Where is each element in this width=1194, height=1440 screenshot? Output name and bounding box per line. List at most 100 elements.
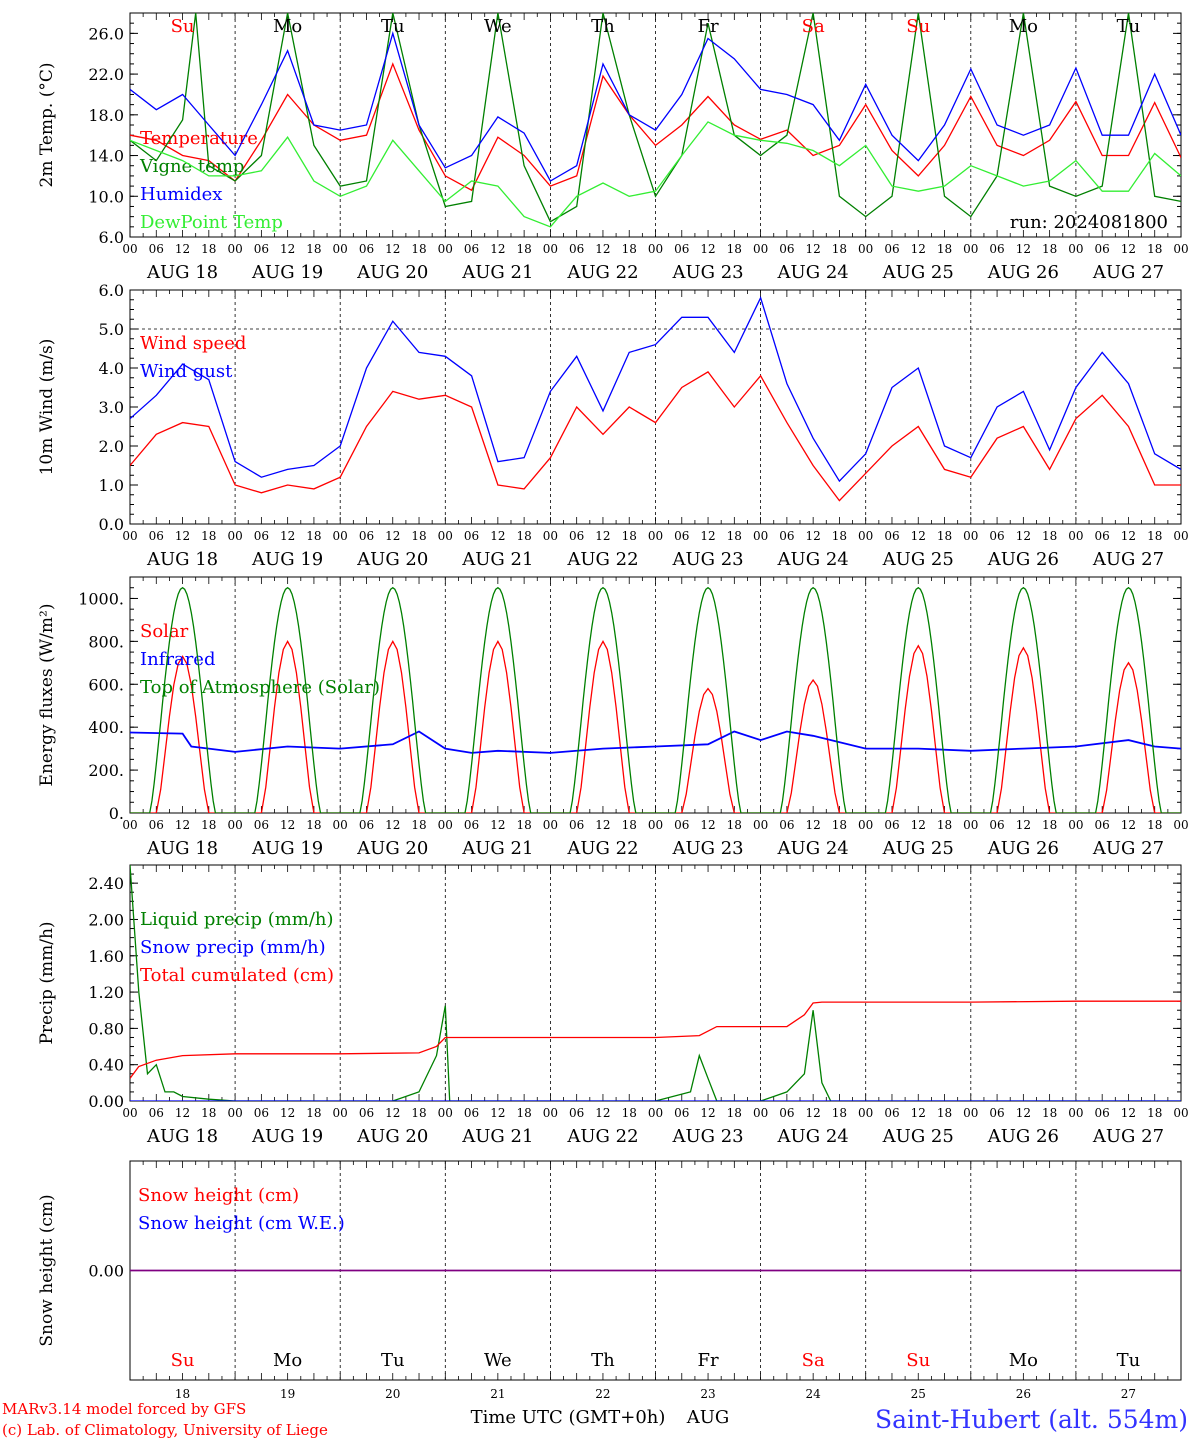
hour-tick-label: 12 <box>385 242 400 256</box>
hour-tick-label: 12 <box>175 529 190 543</box>
hour-tick-label: 00 <box>333 1106 348 1120</box>
month-label: AUG <box>686 1407 730 1428</box>
hour-tick-label: 18 <box>1147 818 1162 832</box>
date-label: AUG 23 <box>671 262 743 283</box>
hour-tick-label: 12 <box>1016 818 1031 832</box>
day-name-label: Th <box>591 16 615 37</box>
day-name-label: Fr <box>698 1350 719 1371</box>
hour-tick-label: 18 <box>411 1106 426 1120</box>
day-number-label: 27 <box>1121 1387 1136 1401</box>
y-tick-label: 1.0 <box>99 476 124 495</box>
hour-tick-label: 00 <box>858 1106 873 1120</box>
hour-tick-label: 00 <box>227 242 242 256</box>
temp-ylabel: 2m Temp. (°C) <box>37 62 57 187</box>
hour-tick-label: 12 <box>911 529 926 543</box>
legend-entry: Infrared <box>140 649 215 670</box>
hour-tick-label: 12 <box>911 242 926 256</box>
run-label: run: 2024081800 <box>1010 212 1168 233</box>
hour-tick-label: 06 <box>149 1106 164 1120</box>
day-name-label: Tu <box>381 1350 405 1371</box>
hour-tick-label: 06 <box>359 529 374 543</box>
hour-tick-label: 06 <box>1095 242 1110 256</box>
hour-tick-label: 18 <box>516 1106 531 1120</box>
temp-panel: 6.0 10.0 14.0 18.0 22.0 26.0 2m Temp. (°C) 00 06… <box>37 12 1189 283</box>
date-label: AUG 24 <box>777 1126 849 1147</box>
day-name-label: Mo <box>1009 16 1038 37</box>
hour-tick-label: 06 <box>254 242 269 256</box>
legend-entry: Wind speed <box>140 333 246 354</box>
hour-tick-label: 18 <box>306 1106 321 1120</box>
date-label: AUG 24 <box>777 262 849 283</box>
date-label: AUG 21 <box>461 549 533 570</box>
y-tick-label: 14.0 <box>88 147 124 166</box>
hour-tick-label: 00 <box>963 818 978 832</box>
hour-tick-label: 06 <box>569 242 584 256</box>
y-tick-label: 600. <box>88 675 124 694</box>
day-name-label: Su <box>906 16 930 37</box>
hour-tick-label: 00 <box>227 1106 242 1120</box>
day-number-label: 19 <box>280 1387 295 1401</box>
hour-tick-label: 06 <box>254 529 269 543</box>
hour-tick-label: 00 <box>753 529 768 543</box>
hour-tick-label: 00 <box>963 529 978 543</box>
hour-tick-label: 06 <box>464 242 479 256</box>
date-label: AUG 18 <box>146 262 218 283</box>
hour-tick-label: 00 <box>543 242 558 256</box>
hour-tick-label: 12 <box>175 242 190 256</box>
hour-tick-label: 00 <box>648 529 663 543</box>
legend-entry: Snow precip (mm/h) <box>140 937 326 958</box>
hour-tick-label: 18 <box>727 818 742 832</box>
hour-tick-label: 00 <box>333 242 348 256</box>
series-line-humidex <box>130 31 1181 182</box>
hour-tick-label: 12 <box>385 818 400 832</box>
hour-tick-label: 18 <box>201 529 216 543</box>
hour-tick-label: 18 <box>1042 818 1057 832</box>
hour-tick-label: 06 <box>569 818 584 832</box>
hour-tick-label: 12 <box>700 818 715 832</box>
legend-entry: Total cumulated (cm) <box>140 965 334 986</box>
series-line-temperature <box>130 62 1181 192</box>
hour-tick-label: 12 <box>280 242 295 256</box>
hour-tick-label: 00 <box>438 529 453 543</box>
hour-tick-label: 06 <box>674 1106 689 1120</box>
y-tick-label: 0.00 <box>88 1262 124 1281</box>
hour-tick-label: 12 <box>490 242 505 256</box>
hour-tick-label: 18 <box>727 242 742 256</box>
hour-tick-label: 12 <box>490 818 505 832</box>
hour-tick-label: 18 <box>411 242 426 256</box>
hour-tick-label: 00 <box>1068 818 1083 832</box>
hour-tick-label: 00 <box>648 1106 663 1120</box>
hour-tick-label: 12 <box>911 1106 926 1120</box>
hour-tick-label: 12 <box>175 1106 190 1120</box>
hour-tick-label: 00 <box>963 242 978 256</box>
date-label: AUG 26 <box>987 549 1059 570</box>
hour-tick-label: 12 <box>595 529 610 543</box>
hour-tick-label: 06 <box>569 529 584 543</box>
day-name-label: We <box>484 1350 512 1371</box>
station-title: Saint-Hubert (alt. 554m) <box>875 1405 1188 1434</box>
hour-tick-label: 00 <box>333 529 348 543</box>
y-tick-label: 18.0 <box>88 106 124 125</box>
day-name-label: Mo <box>1009 1350 1038 1371</box>
hour-tick-label: 00 <box>1173 529 1188 543</box>
series-line-vigne-temp <box>130 13 1181 223</box>
wind-panel: 0.0 1.0 2.0 3.0 4.0 5.0 6.0 10m Wind (m/s) 00 06 1… <box>37 281 1189 570</box>
hour-tick-label: 12 <box>1016 529 1031 543</box>
legend-entry: Top of Atmosphere (Solar) <box>140 677 380 698</box>
hour-tick-label: 06 <box>989 818 1004 832</box>
hour-tick-label: 12 <box>1121 818 1136 832</box>
hour-tick-label: 06 <box>884 242 899 256</box>
y-tick-label: 22.0 <box>88 65 124 84</box>
hour-tick-label: 12 <box>1121 242 1136 256</box>
hour-tick-label: 00 <box>122 529 137 543</box>
model-credit: MARv3.14 model forced by GFS <box>2 1400 246 1418</box>
hour-tick-label: 06 <box>359 242 374 256</box>
y-tick-label: 2.40 <box>88 874 124 893</box>
hour-tick-label: 12 <box>280 529 295 543</box>
precip-panel: 0.00 0.40 0.80 1.20 1.60 2.00 2.40 Precip (mm/h… <box>37 864 1189 1147</box>
y-tick-label: 3.0 <box>99 398 124 417</box>
series-line-total-cumulated-cm- <box>130 1000 1181 1079</box>
hour-tick-label: 18 <box>937 242 952 256</box>
series-line-top-of-atmosphere-solar- <box>130 586 1181 813</box>
